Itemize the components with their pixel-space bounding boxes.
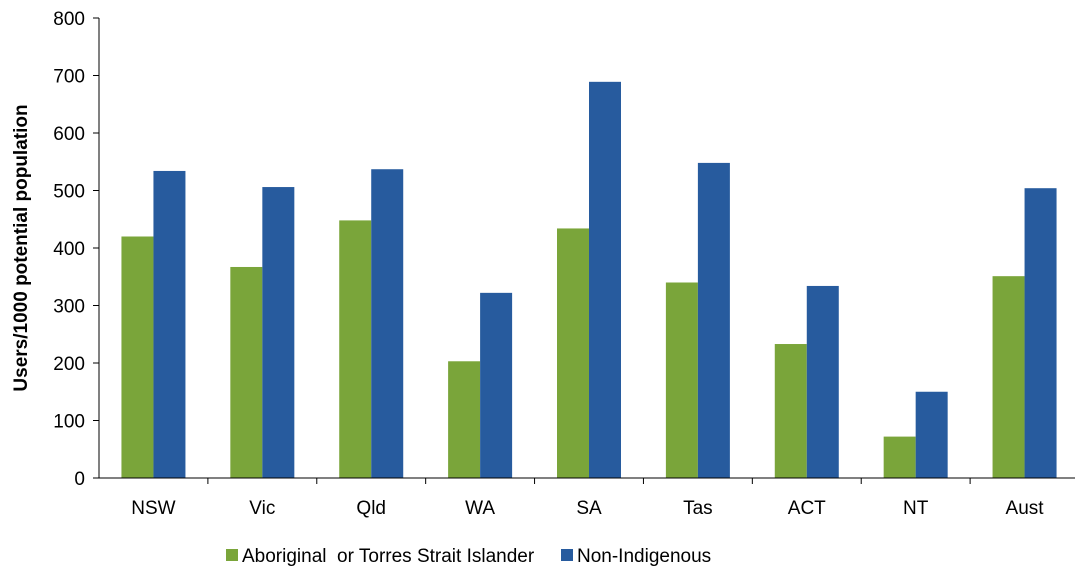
legend-swatch-non-indigenous <box>561 549 573 561</box>
x-tick-label: WA <box>465 498 495 519</box>
x-tick-label: Qld <box>356 498 386 519</box>
bar-aboriginal-nt <box>883 436 916 478</box>
x-tick-label: ACT <box>788 498 826 519</box>
bar-non-indigenous-vic <box>262 187 295 479</box>
bar-non-indigenous-sa <box>589 81 621 478</box>
bars-group <box>121 81 1057 479</box>
bar-aboriginal-wa <box>448 361 481 478</box>
y-tick-label: 100 <box>53 412 85 433</box>
bar-non-indigenous-tas <box>697 162 730 478</box>
bar-aboriginal-qld <box>339 220 372 478</box>
y-tick-label: 200 <box>53 354 85 375</box>
x-tick-label: NSW <box>131 498 175 519</box>
bar-aboriginal-aust <box>992 276 1025 478</box>
bar-aboriginal-nsw <box>121 236 154 478</box>
y-tick-label: 700 <box>53 67 85 88</box>
bar-non-indigenous-act <box>806 285 839 478</box>
bar-aboriginal-act <box>774 344 807 478</box>
bar-aboriginal-sa <box>557 228 589 478</box>
bar-aboriginal-tas <box>665 282 698 478</box>
y-tick-label: 600 <box>53 124 85 145</box>
y-axis-ticks: 0 100 200 300 400 500 600 700 800 <box>53 9 99 490</box>
bar-non-indigenous-nt <box>915 391 948 478</box>
x-tick-label: Aust <box>1006 498 1045 519</box>
y-tick-label: 400 <box>53 239 85 260</box>
y-axis-label: Users/1000 potential population <box>11 104 32 391</box>
x-tick-label: Vic <box>249 498 275 519</box>
bar-non-indigenous-wa <box>480 292 513 478</box>
bar-non-indigenous-aust <box>1024 188 1057 478</box>
legend-swatch-aboriginal <box>226 549 238 561</box>
bar-non-indigenous-nsw <box>153 170 186 478</box>
bar-non-indigenous-qld <box>371 169 404 478</box>
x-axis-ticks: NSW Vic Qld WA SA Tas ACT NT Aust <box>131 478 1044 519</box>
legend-label-non-indigenous: Non-Indigenous <box>577 546 711 567</box>
y-tick-label: 800 <box>53 9 85 30</box>
bar-aboriginal-vic <box>230 266 263 478</box>
x-tick-label: NT <box>903 498 929 519</box>
y-tick-label: 0 <box>74 469 85 490</box>
y-tick-label: 500 <box>53 182 85 203</box>
x-tick-label: Tas <box>683 498 713 519</box>
legend: Aboriginal or Torres Strait Islander Non… <box>226 546 711 567</box>
y-tick-label: 300 <box>53 297 85 318</box>
x-tick-label: SA <box>576 498 602 519</box>
legend-label-aboriginal: Aboriginal or Torres Strait Islander <box>242 546 535 567</box>
